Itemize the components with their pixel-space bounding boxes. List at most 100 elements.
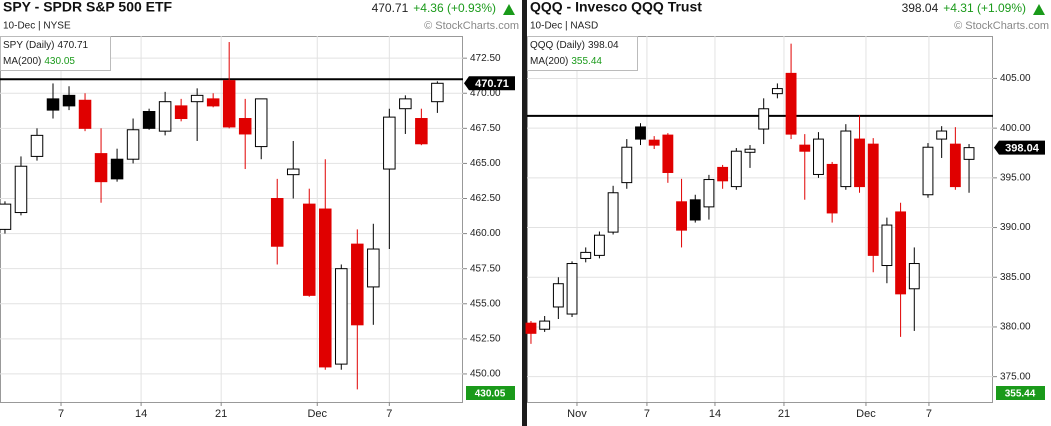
- candle-body: [717, 166, 729, 182]
- legend-ma: MA(200) 355.44: [530, 56, 602, 67]
- up-arrow: [1033, 4, 1045, 15]
- candle-body: [286, 168, 300, 176]
- copyright: © StockCharts.com: [954, 20, 1049, 32]
- candle-body: [126, 129, 140, 160]
- candle-body: [238, 118, 252, 135]
- legend-series: QQQ (Daily) 398.04: [530, 40, 619, 51]
- candle-body: [367, 248, 380, 288]
- candle-body: [206, 98, 220, 107]
- ma-tag-label: 430.05: [475, 389, 506, 400]
- candle-body: [936, 130, 948, 140]
- y-tick-label: 455.00: [470, 298, 501, 309]
- candle-body: [730, 150, 742, 188]
- x-tick-label: 21: [215, 408, 227, 420]
- y-tick-label: 390.00: [1000, 222, 1031, 233]
- x-tick-label: 7: [926, 408, 932, 420]
- candle-body: [552, 283, 564, 308]
- legend-ma-value: 355.44: [571, 56, 602, 67]
- header-last: 398.04: [902, 1, 939, 15]
- candle-body: [302, 203, 316, 296]
- price-tag: [994, 140, 1045, 155]
- y-tick-label: 467.50: [470, 123, 501, 134]
- candle-body: [94, 153, 108, 183]
- y-tick-label: 375.00: [1000, 371, 1031, 382]
- legend-series-label: SPY (Daily): [3, 40, 55, 51]
- candle-body: [922, 146, 934, 196]
- candle-body: [62, 94, 76, 107]
- candle-body: [14, 165, 28, 214]
- y-tick-label: 472.50: [470, 53, 501, 64]
- y-tick-label: 465.00: [470, 158, 501, 169]
- candle-body: [319, 208, 332, 368]
- candle-body: [46, 98, 60, 111]
- candle-body: [813, 138, 824, 175]
- candle-body: [539, 320, 551, 330]
- legend-box: [0, 36, 111, 71]
- legend-ma-label: MA(200): [530, 56, 568, 67]
- y-tick-label: 470.00: [470, 88, 501, 99]
- legend-ma-label: MA(200): [3, 56, 41, 67]
- up-arrow: [503, 4, 515, 15]
- candle-body: [335, 268, 348, 365]
- x-tick-label: 14: [709, 408, 721, 420]
- candle-body: [580, 251, 592, 259]
- y-tick-label: 385.00: [1000, 272, 1031, 283]
- x-tick-label: 21: [778, 408, 790, 420]
- candle-body: [635, 126, 646, 140]
- candle-body: [758, 108, 770, 130]
- x-tick-label: 7: [58, 408, 64, 420]
- y-tick-label: 462.50: [470, 193, 501, 204]
- candle-body: [867, 143, 879, 256]
- candle-body: [676, 201, 687, 231]
- candle-body: [662, 134, 674, 173]
- candle-body: [895, 211, 907, 295]
- header-quote: 398.04 +4.31 (+1.09%): [902, 1, 1026, 15]
- legend-series-value: 470.71: [58, 40, 89, 51]
- x-tick-label: 14: [135, 408, 147, 420]
- y-tick-label: 400.00: [1000, 123, 1031, 134]
- candle-body: [78, 99, 92, 129]
- price-tag: [464, 76, 515, 91]
- candle-body: [399, 98, 412, 110]
- x-tick-label: Dec: [307, 408, 327, 420]
- candle-body: [771, 88, 783, 95]
- y-tick-label: 395.00: [1000, 172, 1031, 183]
- x-tick-label: Dec: [856, 408, 876, 420]
- header-last: 470.71: [372, 1, 409, 15]
- candle-body: [174, 105, 188, 120]
- candle-body: [254, 98, 268, 148]
- ma-tag-label: 355.44: [1005, 389, 1036, 400]
- legend-box: [527, 36, 638, 71]
- candle-body: [648, 139, 660, 146]
- candle-body: [840, 130, 852, 188]
- candle-body: [30, 134, 44, 157]
- legend-series-label: QQQ (Daily): [530, 40, 585, 51]
- legend-series-value: 398.04: [588, 40, 619, 51]
- header-change: +4.36 (+0.93%): [413, 1, 496, 15]
- candle-body: [351, 243, 364, 326]
- candle-body: [525, 322, 537, 334]
- legend-ma-value: 430.05: [44, 56, 75, 67]
- plot-area: [527, 36, 993, 403]
- candle-body: [0, 203, 12, 230]
- header-quote: 470.71 +4.36 (+0.93%): [372, 1, 496, 15]
- copyright: © StockCharts.com: [424, 20, 519, 32]
- chart-subtitle: 10-Dec | NYSE: [3, 21, 71, 32]
- candle-body: [383, 116, 396, 170]
- candle-body: [158, 101, 172, 132]
- candle-body: [949, 143, 961, 188]
- y-tick-label: 380.00: [1000, 322, 1031, 333]
- candle-body: [963, 147, 975, 160]
- ma-tag: [996, 386, 1045, 400]
- panel-divider: [522, 0, 527, 426]
- candle-body: [621, 146, 633, 184]
- candle-body: [222, 80, 236, 128]
- header-change: +4.31 (+1.09%): [943, 1, 1026, 15]
- candle-body: [908, 263, 920, 290]
- chart-subtitle: 10-Dec | NASD: [530, 21, 598, 32]
- chart-title: QQQ - Invesco QQQ Trust: [530, 0, 702, 15]
- chart-title: SPY - SPDR S&P 500 ETF: [3, 0, 173, 15]
- candle-body: [190, 94, 204, 103]
- x-tick-label: Nov: [567, 408, 587, 420]
